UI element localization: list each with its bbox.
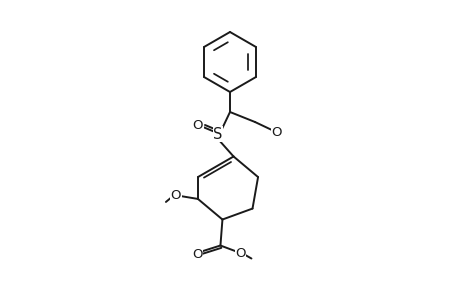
Text: S: S [213,127,222,142]
Text: O: O [235,247,245,260]
Text: O: O [192,248,202,261]
Text: O: O [192,118,203,131]
Text: O: O [170,189,181,203]
Text: O: O [271,125,282,139]
